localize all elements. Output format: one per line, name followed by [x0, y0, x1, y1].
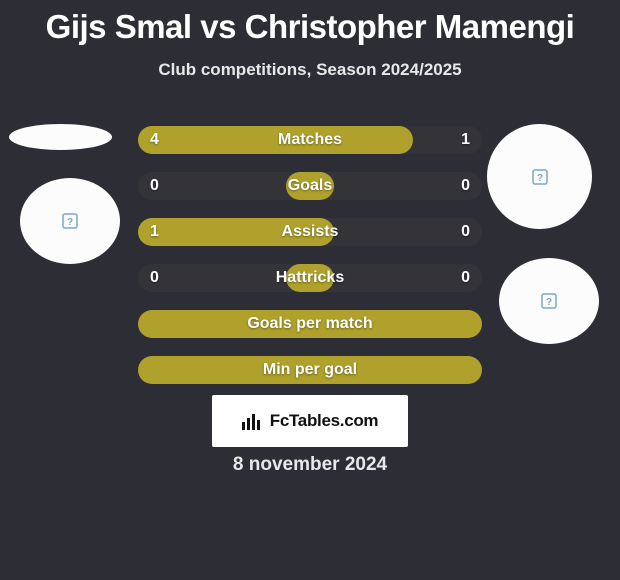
page-title: Gijs Smal vs Christopher Mamengi [0, 0, 620, 46]
stat-name: Min per goal [138, 356, 482, 384]
placeholder-icon: ? [532, 169, 548, 185]
branding-badge: FcTables.com [212, 395, 408, 447]
stat-name: Hattricks [138, 264, 482, 292]
placeholder-icon: ? [541, 293, 557, 309]
avatar-right-top: ? [487, 124, 592, 229]
placeholder-icon: ? [62, 213, 78, 229]
stat-row: 41Matches [138, 126, 482, 154]
stat-row: 00Hattricks [138, 264, 482, 292]
branding-text: FcTables.com [270, 411, 379, 431]
subtitle: Club competitions, Season 2024/2025 [0, 60, 620, 80]
stat-name: Goals [138, 172, 482, 200]
date-label: 8 november 2024 [0, 454, 620, 476]
svg-text:?: ? [67, 217, 73, 228]
stat-name: Goals per match [138, 310, 482, 338]
stat-row: 00Goals [138, 172, 482, 200]
stat-name: Assists [138, 218, 482, 246]
svg-text:?: ? [536, 173, 542, 184]
avatar-left-bottom: ? [20, 178, 120, 264]
avatar-left-top [9, 124, 112, 150]
svg-text:?: ? [546, 297, 552, 308]
avatar-right-bottom: ? [499, 258, 599, 344]
stat-row: 10Assists [138, 218, 482, 246]
stat-row: Min per goal [138, 356, 482, 384]
stat-name: Matches [138, 126, 482, 154]
stat-row: Goals per match [138, 310, 482, 338]
chart-bars-icon [242, 412, 264, 430]
